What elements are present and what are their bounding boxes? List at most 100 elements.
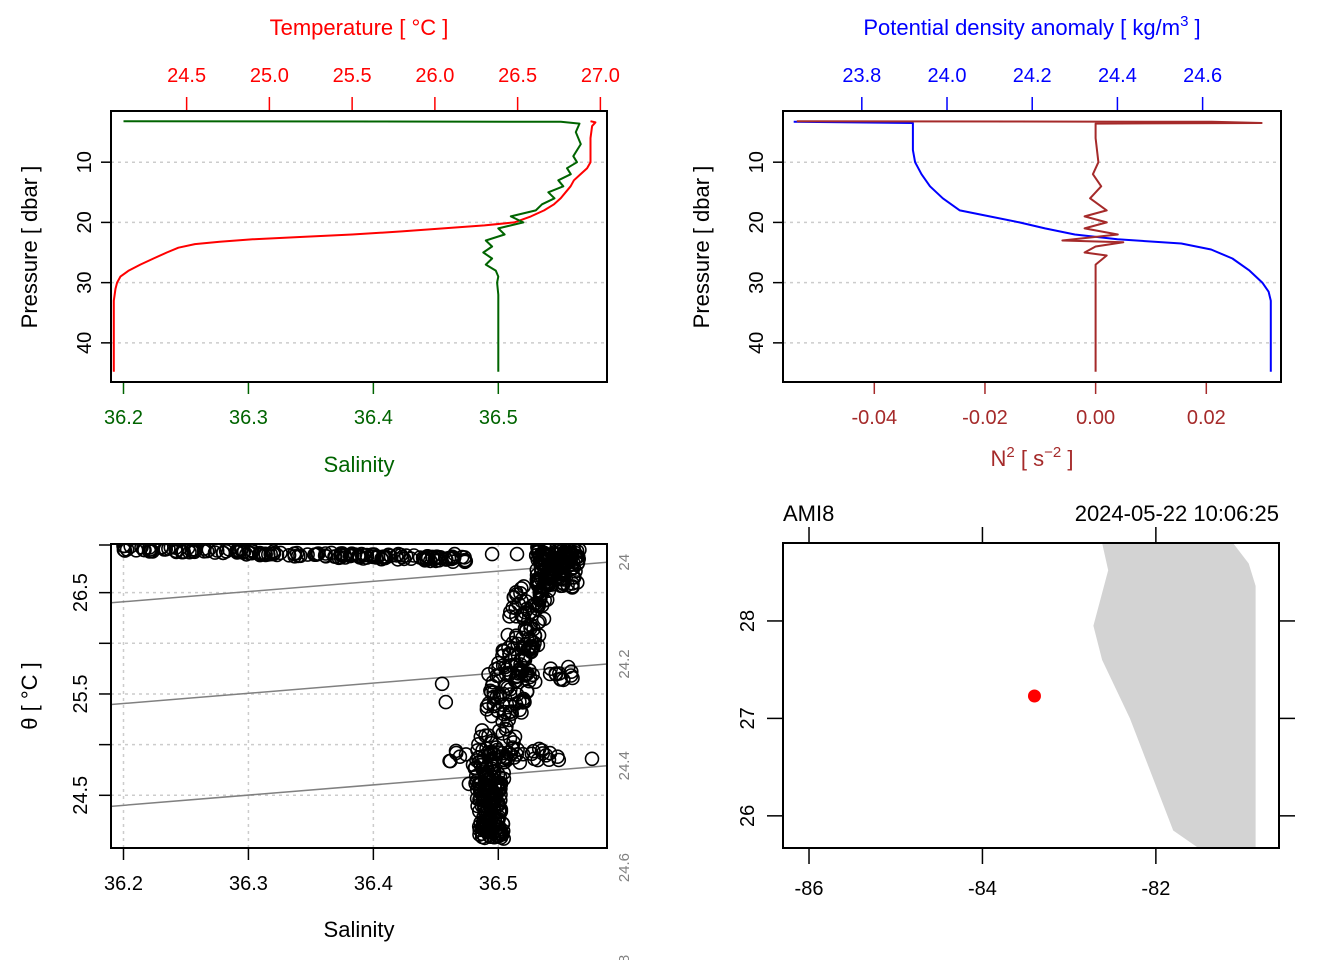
p3-isopycnal-label: 24.2: [616, 649, 633, 678]
map-station-name: AMI8: [783, 501, 834, 526]
ts-point: [512, 702, 528, 718]
ts-point: [515, 695, 531, 710]
map-y-tick-label: 28: [737, 610, 759, 632]
ts-point: [352, 549, 367, 564]
p2-y-axis-title: Pressure [ dbar ]: [689, 166, 714, 329]
ts-point: [509, 747, 525, 762]
ts-point: [354, 546, 369, 562]
p1-plot-frame: [110, 110, 608, 383]
p1-top-axis-title: Temperature [ °C ]: [270, 15, 449, 40]
p2-plot-frame: [782, 110, 1282, 383]
p2-top-axis-title-sup: 3: [1180, 13, 1188, 30]
ts-point: [458, 747, 474, 762]
ts-point: [491, 723, 507, 739]
p1-bottom-tick-label: 36.4: [354, 407, 393, 429]
p2-bottom-axis-title-mid: [ s: [1015, 446, 1044, 471]
p3-isopycnal-line: [111, 765, 607, 808]
ts-point: [477, 776, 492, 792]
panel-salinity-temperature-profile: Temperature [ °C ] Salinity Pressure [ d…: [17, 15, 620, 477]
ts-point: [391, 546, 406, 562]
ts-point: [526, 743, 541, 759]
ts-point: [564, 579, 580, 595]
ts-point: [515, 664, 531, 679]
p2-top-tick-label: 24.6: [1183, 65, 1222, 87]
ts-point: [424, 549, 440, 565]
p4-ticks: -86 -84 -82 26 27 28: [737, 527, 1295, 900]
ts-point: [538, 747, 554, 763]
p2-top-tick-label: 23.8: [842, 65, 881, 87]
p3-y-tick-label: 24.5: [70, 776, 92, 815]
ts-point: [154, 544, 169, 555]
p1-ticks: 10 20 30 40 36.2 36.3 36.4 36.5 24.5 25.0 25.5 26.0…: [74, 65, 620, 429]
ts-point: [495, 643, 511, 658]
ts-point: [565, 670, 580, 686]
ts-point: [488, 751, 503, 767]
p3-y-axis-title: θ [ °C ]: [17, 662, 42, 729]
p2-y-tick-label: 30: [746, 272, 768, 294]
ts-point: [486, 684, 502, 700]
ts-point: [484, 546, 500, 562]
p2-bottom-tick-label: 0.02: [1187, 407, 1226, 429]
ts-point: [556, 672, 571, 688]
p2-series-group: [793, 120, 1272, 372]
ts-point: [196, 544, 212, 556]
p1-y-tick-label: 20: [74, 211, 96, 233]
p2-bottom-axis-title-end: ]: [1061, 446, 1073, 471]
ts-point: [525, 667, 540, 683]
p3-y-tick-label: 25.5: [70, 675, 92, 714]
p2-top-tick-label: 24.2: [1013, 65, 1052, 87]
p1-top-tick-label: 27.0: [581, 65, 620, 87]
p2-top-axis-title-end: ]: [1188, 15, 1200, 40]
p3-x-tick-label: 36.5: [479, 873, 518, 895]
ts-point: [383, 548, 398, 564]
ts-point: [527, 635, 542, 651]
p1-bottom-axis-title: Salinity: [324, 452, 395, 477]
map-x-tick-label: -86: [795, 878, 824, 900]
ts-point: [500, 627, 516, 643]
ts-point: [563, 668, 579, 683]
ts-point: [359, 547, 375, 563]
ts-point: [442, 753, 457, 769]
ts-point: [492, 804, 507, 820]
ts-point: [533, 586, 549, 602]
ts-point: [331, 550, 347, 566]
p2-series-potential-density-anomaly: [793, 120, 1272, 372]
ts-point: [522, 669, 538, 685]
ts-point: [473, 783, 488, 799]
p1-bottom-tick-label: 36.5: [479, 407, 518, 429]
p1-bottom-tick-label: 36.2: [104, 407, 143, 429]
ts-point: [489, 668, 505, 684]
p2-top-axis-title-main: Potential density anomaly [ kg/m: [863, 15, 1180, 40]
ts-point: [516, 611, 532, 627]
p1-top-tick-label: 25.5: [333, 65, 372, 87]
p4-plot-frame: [782, 542, 1280, 849]
ts-point: [417, 552, 433, 568]
ts-point: [374, 551, 389, 567]
ts-point: [515, 746, 531, 762]
ts-point: [563, 664, 579, 680]
ts-point: [522, 663, 537, 678]
ts-point: [258, 547, 273, 563]
p2-y-tick-label: 10: [746, 151, 768, 173]
p1-top-tick-label: 26.5: [498, 65, 537, 87]
map-station-marker: [1027, 689, 1041, 703]
ts-point: [447, 546, 462, 562]
ts-point: [176, 544, 191, 560]
ts-point: [318, 546, 333, 561]
ts-point: [531, 544, 547, 557]
ts-point: [482, 794, 497, 810]
ts-point: [161, 544, 176, 556]
map-land: [1093, 543, 1256, 848]
ts-point: [572, 544, 587, 558]
map-x-tick-label: -82: [1141, 878, 1170, 900]
ts-point: [478, 819, 493, 835]
p3-x-tick-label: 36.3: [229, 873, 268, 895]
ts-point: [508, 600, 524, 616]
ts-point: [311, 546, 326, 561]
p1-gridlines: [111, 161, 607, 344]
p2-top-axis-title: Potential density anomaly [ kg/m3 ]: [863, 13, 1200, 40]
p2-ticks: 10 20 30 40 -0.04 -0.02 0.00 0.02 23.8 24.0 24.2 24…: [746, 65, 1226, 429]
p3-isopycnal-label: 24.4: [616, 751, 633, 780]
p2-top-tick-label: 24.4: [1098, 65, 1137, 87]
ts-point: [584, 751, 600, 767]
